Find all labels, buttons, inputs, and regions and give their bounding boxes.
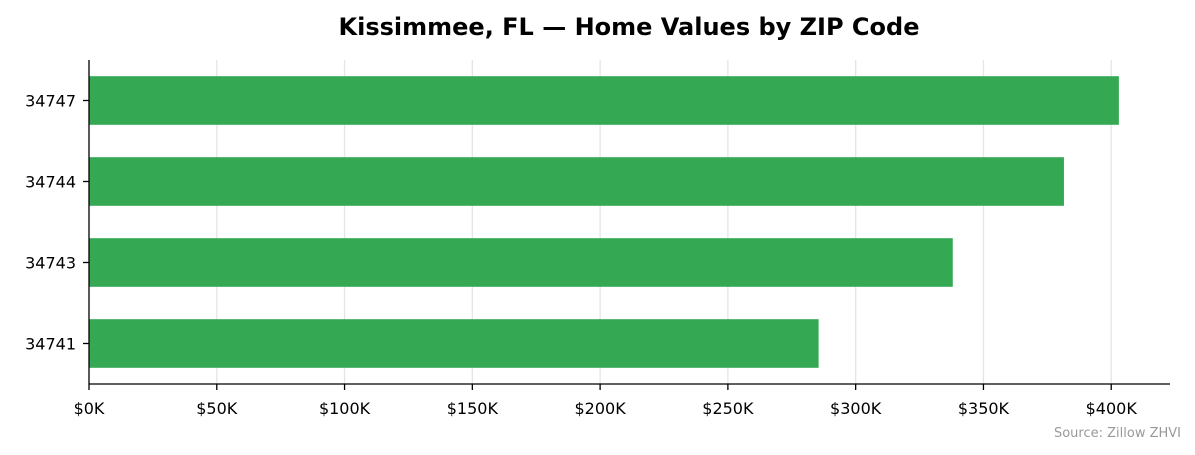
y-tick-label: 34747 <box>25 92 76 111</box>
x-tick-label: $300K <box>830 399 882 418</box>
y-axis-ticks: 34747 34744 34743 34741 <box>25 92 89 354</box>
y-tick-label: 34741 <box>25 335 76 354</box>
bars <box>89 76 1119 368</box>
bar-34747 <box>89 76 1119 125</box>
x-tick-label: $250K <box>702 399 754 418</box>
bar-34744 <box>89 157 1064 206</box>
axes <box>88 60 1170 385</box>
y-tick-label: 34744 <box>25 173 76 192</box>
chart-title: Kissimmee, FL — Home Values by ZIP Code <box>339 13 920 41</box>
x-tick-label: $100K <box>319 399 371 418</box>
x-tick-label: $200K <box>575 399 627 418</box>
x-tick-label: $400K <box>1086 399 1138 418</box>
x-tick-label: $50K <box>196 399 238 418</box>
bar-34741 <box>89 319 819 368</box>
x-axis-ticks: $0K $50K $100K $150K $200K $250K $300K $350K $40… <box>74 384 1138 418</box>
x-tick-label: $0K <box>74 399 105 418</box>
bar-34743 <box>89 238 953 287</box>
x-tick-label: $350K <box>958 399 1010 418</box>
y-tick-label: 34743 <box>25 254 76 273</box>
x-tick-label: $150K <box>447 399 499 418</box>
source-note: Source: Zillow ZHVI <box>1054 426 1181 441</box>
